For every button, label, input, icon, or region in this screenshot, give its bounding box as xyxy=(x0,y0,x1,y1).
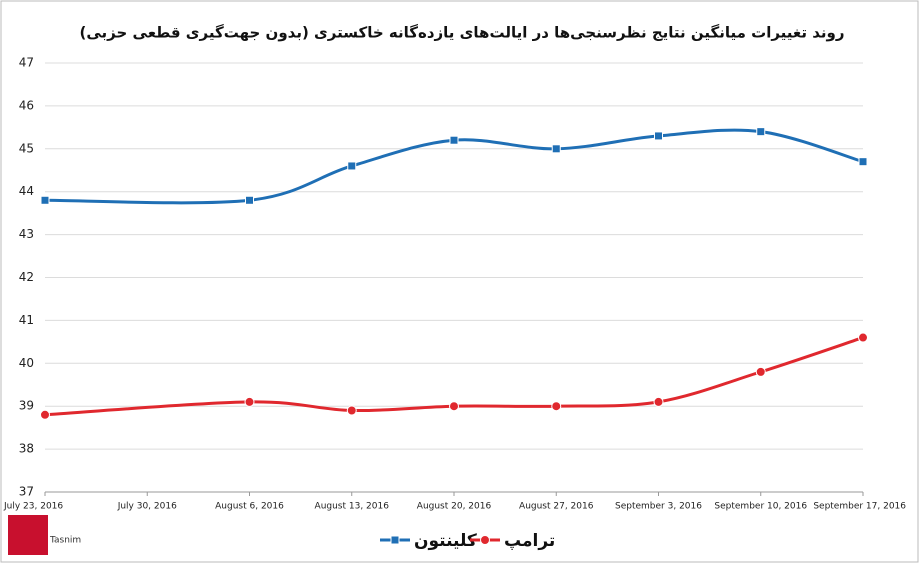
marker xyxy=(40,195,50,205)
logo-box xyxy=(8,515,48,555)
legend-marker xyxy=(480,535,490,545)
marker xyxy=(551,144,561,154)
y-tick-label: 41 xyxy=(19,313,34,327)
marker xyxy=(244,396,255,407)
marker xyxy=(755,366,766,377)
y-tick-label: 47 xyxy=(19,56,34,70)
y-tick-label: 40 xyxy=(19,356,34,370)
marker xyxy=(551,401,562,412)
x-tick-label: September 17, 2016 xyxy=(813,502,906,512)
marker xyxy=(449,401,459,412)
y-tick-label: 43 xyxy=(19,227,34,241)
y-tick-label: 37 xyxy=(19,485,34,499)
x-tick-label: September 3, 2016 xyxy=(615,502,702,512)
y-tick-label: 38 xyxy=(19,442,34,456)
marker xyxy=(654,131,663,141)
legend-label: ترامپ xyxy=(504,531,555,551)
y-tick-label: 42 xyxy=(19,270,34,284)
logo-text: Tasnim xyxy=(49,536,81,546)
y-tick-label: 39 xyxy=(19,399,34,413)
legend-marker xyxy=(390,535,400,545)
marker xyxy=(653,396,664,407)
marker xyxy=(449,135,459,145)
marker xyxy=(346,405,357,416)
x-tick-label: September 10, 2016 xyxy=(714,502,807,512)
marker xyxy=(40,409,50,420)
marker xyxy=(858,332,868,343)
x-tick-label: July 30, 2016 xyxy=(117,502,177,512)
y-tick-label: 46 xyxy=(19,98,34,112)
marker xyxy=(245,195,254,205)
x-tick-label: August 20, 2016 xyxy=(417,502,492,512)
marker xyxy=(858,157,868,167)
y-tick-label: 44 xyxy=(19,184,34,198)
legend-label: کلینتون xyxy=(414,531,477,551)
y-tick-label: 45 xyxy=(19,141,34,155)
x-tick-label: August 6, 2016 xyxy=(215,502,284,512)
chart-title: روند تغییرات میانگین نتایج نظرسنجی‌ها در… xyxy=(79,24,844,42)
x-tick-label: July 23, 2016 xyxy=(3,502,63,512)
marker xyxy=(756,127,766,137)
x-tick-label: August 13, 2016 xyxy=(315,502,390,512)
x-tick-label: August 27, 2016 xyxy=(519,502,594,512)
marker xyxy=(347,161,357,171)
